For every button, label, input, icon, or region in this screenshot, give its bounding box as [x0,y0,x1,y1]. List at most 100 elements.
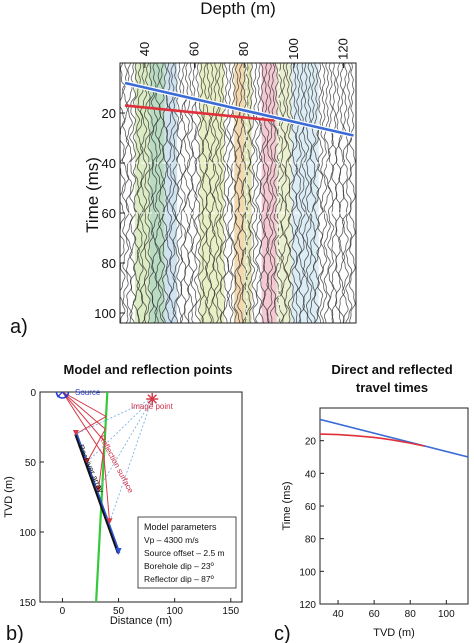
wiggle-trace [291,63,299,323]
receiver-array-end [115,548,122,555]
image-ray-2 [97,398,153,491]
x-tick-label: 120 [336,38,351,60]
receiver-arrow-3 [106,518,113,525]
panel-b-y-ticks: 0 50 100 150 [19,388,44,609]
y-tick-label: 80 [305,535,317,546]
panel-a-x-label: Depth (m) [200,0,276,18]
depth-band-2 [164,63,178,323]
y-tick-label: 150 [19,598,36,609]
wiggle-trace [237,63,245,323]
source-marker [55,392,70,399]
wiggle-trace [251,63,259,323]
panel-c-x-ticks: 40 60 80 100 [332,600,455,620]
receiver-arrow-1 [84,458,91,464]
panel-a-y-label: Time (ms) [83,157,102,233]
wiggle-trace [175,63,184,323]
y-tick-label: 40 [102,156,116,171]
panel-b-content [55,392,159,602]
series-reflected-line [124,104,275,122]
panel-a-dashed-lines [120,63,356,323]
panel-c-x-label: TVD (m) [373,627,415,639]
y-tick-label: 100 [19,528,36,539]
receiver-arrow-0 [72,430,79,436]
wiggle-trace [327,63,335,323]
image-point-label: Image point [131,402,174,411]
depth-band-5 [244,63,252,323]
ray-path-2 [62,392,106,491]
panel-a-bands [134,63,319,323]
wiggle-trace [197,63,205,323]
x-tick-label: 50 [113,606,125,617]
wiggle-trace [309,63,317,323]
wiggle-trace [298,63,306,323]
x-tick-label: 0 [60,606,66,617]
y-tick-label: 120 [299,600,316,611]
wiggle-trace [154,63,162,323]
panel-b: Model and reflection points 0 50 100 150 0 5… [3,362,243,643]
wiggle-trace [316,63,324,323]
wiggle-trace [319,63,328,323]
series-direct-line [320,418,468,458]
panel-b-label: b) [6,623,24,643]
panel-a-x-ticks: 40 60 80 100 120 [137,38,351,68]
panel-b-legend-box: Model parameters Vp – 4300 m/s Source of… [137,516,237,589]
y-tick-label: 20 [102,106,116,121]
series-reflected-line [320,433,425,447]
x-tick-label: 100 [286,38,301,60]
wiggle-trace [165,63,173,323]
y-tick-label: 80 [102,256,116,271]
legend-line-1: Vp – 4300 m/s [144,535,199,545]
source-cross [56,392,68,398]
wiggle-trace [323,63,331,323]
wiggle-trace [120,63,126,323]
wiggle-trace [147,63,155,323]
wiggle-trace [201,63,209,323]
panel-b-y-label: TVD (m) [3,476,15,518]
legend-title: Model parameters [144,522,217,532]
legend-line-2: Source offset – 2.5 m [144,548,225,558]
image-point-marker [146,393,159,405]
ray-path-3 [62,392,111,523]
y-tick-label: 50 [25,458,37,469]
x-tick-label: 40 [137,42,152,56]
source-label: Source [75,388,101,397]
wiggle-trace [341,63,349,323]
wiggle-trace [280,63,288,323]
wiggle-trace [334,63,342,323]
panel-c-title-line-2: travel times [356,380,428,395]
panel-a-y-ticks: 20 40 60 80 100 [94,106,125,321]
panel-c: Direct and reflected travel times 40 60 80… [274,362,469,643]
wiggle-trace [345,63,353,323]
wiggle-trace [273,63,281,323]
wiggle-trace [208,63,216,323]
wiggle-trace [306,63,313,323]
panel-b-x-label: Distance (m) [110,615,172,627]
wiggle-trace [262,63,270,323]
wiggle-trace [258,63,266,323]
panel-c-title-line-1: Direct and reflected [331,362,452,377]
receiver-array-line [74,433,121,554]
wiggle-trace [183,63,191,323]
y-tick-label: 40 [305,469,317,480]
wiggle-trace [186,63,195,323]
panel-a: 40 60 80 100 120 20 40 60 80 100 Depth (m) Time … [10,0,357,338]
image-ray-1 [86,398,153,463]
y-tick-label: 60 [305,502,317,513]
wiggle-trace [244,63,252,323]
wiggle-trace [248,63,256,323]
y-tick-label: 100 [94,306,116,321]
wiggle-trace [157,63,166,323]
x-tick-label: 60 [369,609,381,620]
panel-c-label: c) [274,623,291,643]
ray-path-1 [62,392,106,463]
series-direct-line [124,81,354,137]
wiggle-trace [349,63,356,323]
depth-band-4 [234,63,245,323]
panel-c-content [320,418,468,458]
wiggle-trace [161,63,169,323]
y-tick-label: 100 [299,567,316,578]
wiggle-trace [294,63,302,323]
receiver-arrow-2 [95,486,102,492]
wiggle-trace [301,63,310,323]
